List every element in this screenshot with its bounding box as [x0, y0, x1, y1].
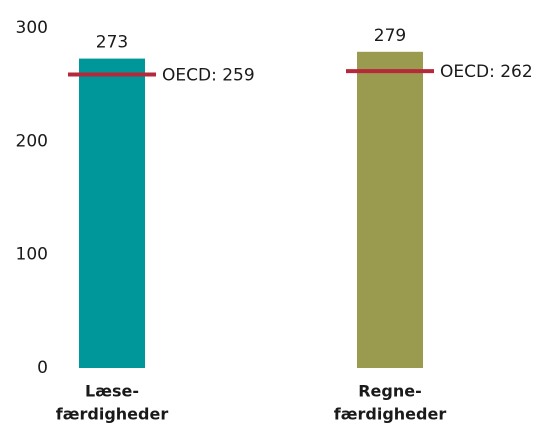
- y-tick-label: 100: [16, 245, 48, 265]
- y-tick-label: 300: [16, 18, 48, 38]
- data-label: 273: [96, 33, 128, 53]
- x-tick-label: Læse-: [85, 382, 139, 401]
- x-tick-label: Regne-: [358, 382, 422, 401]
- data-label: 279: [374, 26, 406, 46]
- reference-label: OECD: 259: [162, 65, 255, 85]
- x-tick-label: færdigheder: [56, 405, 169, 424]
- reference-label: OECD: 262: [440, 62, 533, 82]
- bar: [357, 51, 423, 369]
- y-tick-label: 200: [16, 131, 48, 151]
- bar: [79, 58, 145, 368]
- y-tick-label: 0: [37, 358, 48, 378]
- x-tick-label: færdigheder: [334, 405, 447, 424]
